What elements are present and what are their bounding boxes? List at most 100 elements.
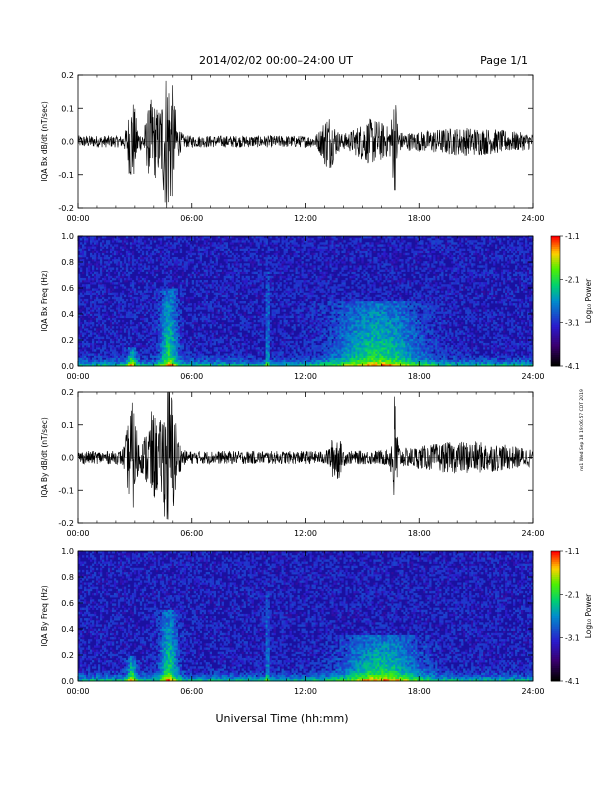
- spectrogram-cell: [85, 353, 89, 356]
- spectrogram-cell: [159, 305, 163, 308]
- spectrogram-cell: [335, 248, 338, 251]
- spectrogram-cell: [111, 277, 115, 281]
- spectrogram-cell: [149, 355, 153, 358]
- spectrogram-cell: [97, 273, 101, 277]
- spectrogram-cell: [87, 355, 91, 358]
- spectrogram-cell: [167, 315, 171, 319]
- spectrogram-cell: [175, 334, 179, 337]
- spectrogram-cell: [309, 254, 312, 258]
- spectrogram-cell: [97, 336, 101, 340]
- spectrogram-cell: [167, 326, 171, 329]
- spectrogram-cell: [265, 340, 268, 344]
- spectrogram-cell: [309, 290, 312, 293]
- page-number: Page 1/1: [480, 54, 528, 67]
- spectrogram-cell: [159, 351, 163, 354]
- spectrogram-cell: [193, 326, 197, 329]
- spectrogram-cell: [113, 301, 117, 304]
- spectrogram-cell: [289, 240, 292, 243]
- spectrogram-cell: [255, 309, 258, 312]
- spectrogram-cell: [133, 290, 137, 293]
- spectrogram-cell: [153, 319, 157, 323]
- spectrogram-cell: [255, 298, 258, 302]
- spectrogram-cell: [307, 252, 310, 256]
- spectrogram-cell: [253, 324, 256, 327]
- spectrogram-cell: [133, 242, 137, 245]
- spectrogram-cell: [271, 363, 274, 367]
- spectrogram-cell: [277, 275, 280, 279]
- spectrogram-cell: [235, 286, 238, 289]
- spectrogram-cell: [185, 359, 189, 363]
- spectrogram-cell: [195, 244, 199, 247]
- spectrogram-cell: [291, 301, 294, 304]
- spectrogram-cell: [135, 244, 139, 247]
- spectrogram-cell: [263, 315, 266, 319]
- spectrogram-cell: [139, 321, 143, 325]
- spectrogram-cell: [331, 351, 334, 354]
- spectrogram-cell: [225, 280, 228, 283]
- spectrogram-cell: [139, 301, 143, 304]
- spectrogram-cell: [87, 307, 91, 310]
- spectrogram-cell: [123, 347, 127, 350]
- spectrogram-cell: [83, 328, 87, 331]
- spectrogram-cell: [123, 336, 127, 340]
- spectrogram-cell: [153, 324, 157, 327]
- spectrogram-cell: [179, 359, 183, 363]
- spectrogram-cell: [175, 294, 179, 298]
- spectrogram-cell: [217, 309, 220, 312]
- spectrogram-cell: [273, 252, 276, 256]
- spectrogram-cell: [145, 330, 149, 333]
- spectrogram-cell: [173, 267, 177, 270]
- spectrogram-cell: [323, 349, 326, 352]
- spectrogram-cell: [177, 284, 181, 287]
- spectrogram-cell: [317, 336, 320, 340]
- spectrogram-cell: [213, 248, 216, 251]
- spectrogram-cell: [235, 363, 238, 367]
- spectrogram-cell: [103, 288, 107, 291]
- spectrogram-cell: [153, 269, 157, 272]
- spectrogram-cell: [179, 345, 183, 348]
- spectrogram-cell: [175, 240, 179, 243]
- spectrogram-cell: [101, 301, 105, 304]
- spectrogram-cell: [109, 305, 113, 308]
- spectrogram-cell: [201, 282, 205, 285]
- spectrogram-cell: [309, 313, 312, 316]
- spectrogram-cell: [285, 277, 288, 281]
- spectrogram-cell: [215, 263, 218, 266]
- spectrogram-cell: [337, 242, 340, 245]
- spectrogram-cell: [271, 282, 274, 285]
- spectrogram-cell: [277, 330, 280, 333]
- spectrogram-cell: [313, 357, 316, 361]
- spectrogram-cell: [173, 296, 177, 300]
- spectrogram-cell: [119, 351, 123, 354]
- spectrogram-cell: [241, 315, 244, 319]
- spectrogram-cell: [225, 275, 228, 279]
- spectrogram-cell: [233, 248, 236, 251]
- spectrogram-cell: [167, 361, 171, 365]
- spectrogram-cell: [307, 357, 310, 361]
- spectrogram-cell: [265, 355, 268, 358]
- spectrogram-cell: [229, 342, 232, 346]
- spectrogram-cell: [295, 254, 298, 258]
- spectrogram-cell: [275, 246, 278, 249]
- spectrogram-cell: [101, 355, 105, 358]
- spectrogram-cell: [153, 338, 157, 342]
- spectrogram-cell: [323, 298, 326, 302]
- spectrogram-cell: [327, 319, 330, 323]
- spectrogram-cell: [245, 263, 248, 266]
- spectrogram-cell: [187, 345, 191, 348]
- spectrogram-cell: [293, 301, 296, 304]
- spectrogram-cell: [305, 328, 308, 331]
- spectrogram-cell: [309, 309, 312, 312]
- spectrogram-cell: [285, 244, 288, 247]
- spectrogram-cell: [193, 334, 197, 337]
- spectrogram-cell: [321, 309, 324, 312]
- spectrogram-cell: [233, 292, 236, 296]
- spectrogram-cell: [235, 248, 238, 251]
- spectrogram-cell: [151, 301, 155, 304]
- spectrogram-cell: [291, 261, 294, 264]
- spectrogram-cell: [80, 355, 83, 358]
- spectrogram-cell: [97, 347, 101, 350]
- spectrogram-cell: [245, 269, 248, 272]
- spectrogram-cell: [215, 254, 218, 258]
- spectrogram-cell: [303, 298, 306, 302]
